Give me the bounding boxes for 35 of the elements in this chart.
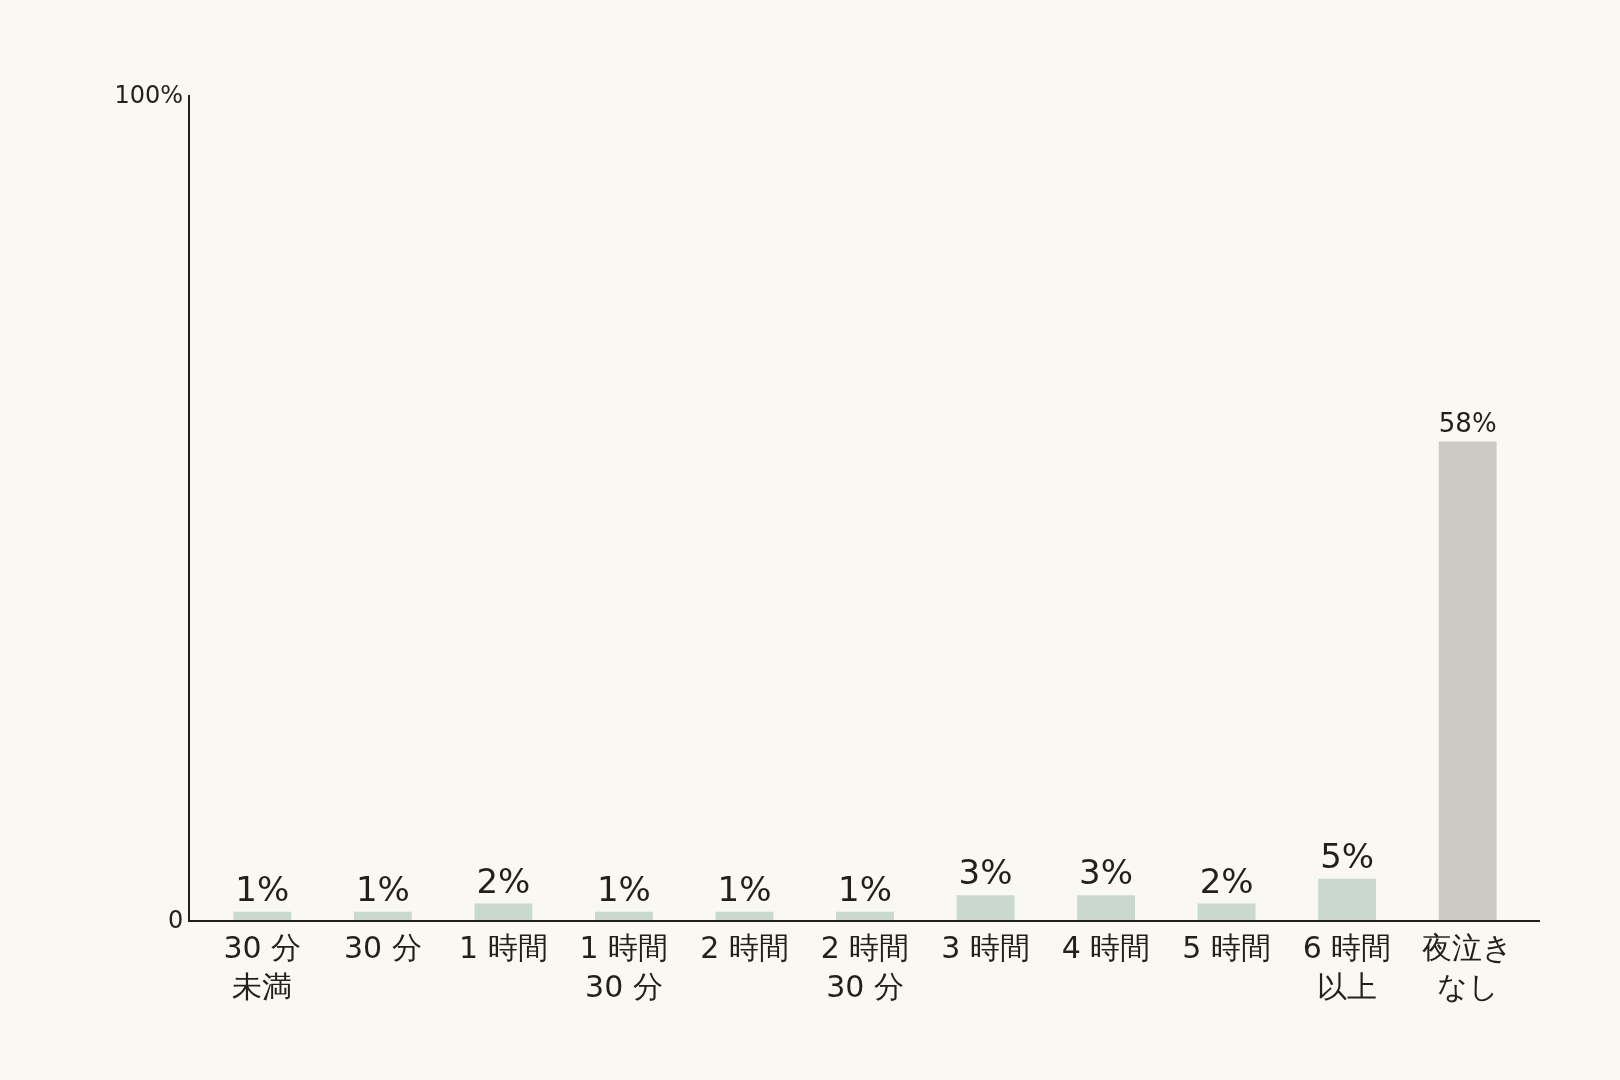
x-tick-label: 4 時間 — [1061, 930, 1151, 965]
bar — [233, 911, 292, 920]
data-label: 58% — [1438, 408, 1497, 439]
data-label: 1% — [596, 868, 651, 909]
bar — [474, 903, 533, 920]
x-tick-label: 2 時間 — [700, 930, 789, 965]
x-tick-label: 1 時間30 分 — [579, 930, 669, 1004]
bar — [595, 911, 653, 920]
bar — [1197, 903, 1256, 920]
x-tick-label: 30 分 — [344, 930, 422, 965]
x-tick-label: 6 時間以上 — [1302, 930, 1392, 1004]
bar — [836, 911, 894, 920]
y-tick-label: 0 — [167, 906, 184, 935]
y-tick-label: 100% — [114, 81, 184, 110]
data-label: 1% — [355, 868, 410, 909]
data-label: 1% — [717, 868, 772, 909]
bar — [956, 895, 1015, 920]
bar — [353, 911, 412, 920]
x-tick-label: 3 時間 — [941, 930, 1030, 965]
x-tick-label: 30 分未満 — [223, 930, 302, 1004]
x-tick-label: 夜泣きなし — [1422, 930, 1514, 1004]
data-label: 2% — [476, 860, 531, 901]
data-label: 5% — [1320, 835, 1375, 876]
x-tick-label: 5 時間 — [1182, 930, 1271, 965]
x-tick-label: 2 時間30 分 — [820, 930, 910, 1004]
data-label: 3% — [958, 852, 1013, 893]
x-tick-label: 1 時間 — [459, 930, 548, 965]
data-label: 1% — [235, 868, 290, 909]
bar — [1318, 878, 1377, 920]
data-label: 2% — [1199, 860, 1254, 901]
bar — [1438, 441, 1497, 920]
data-label: 3% — [1079, 852, 1134, 893]
bar — [1077, 895, 1135, 920]
bar — [715, 911, 774, 920]
data-label: 1% — [838, 868, 892, 909]
